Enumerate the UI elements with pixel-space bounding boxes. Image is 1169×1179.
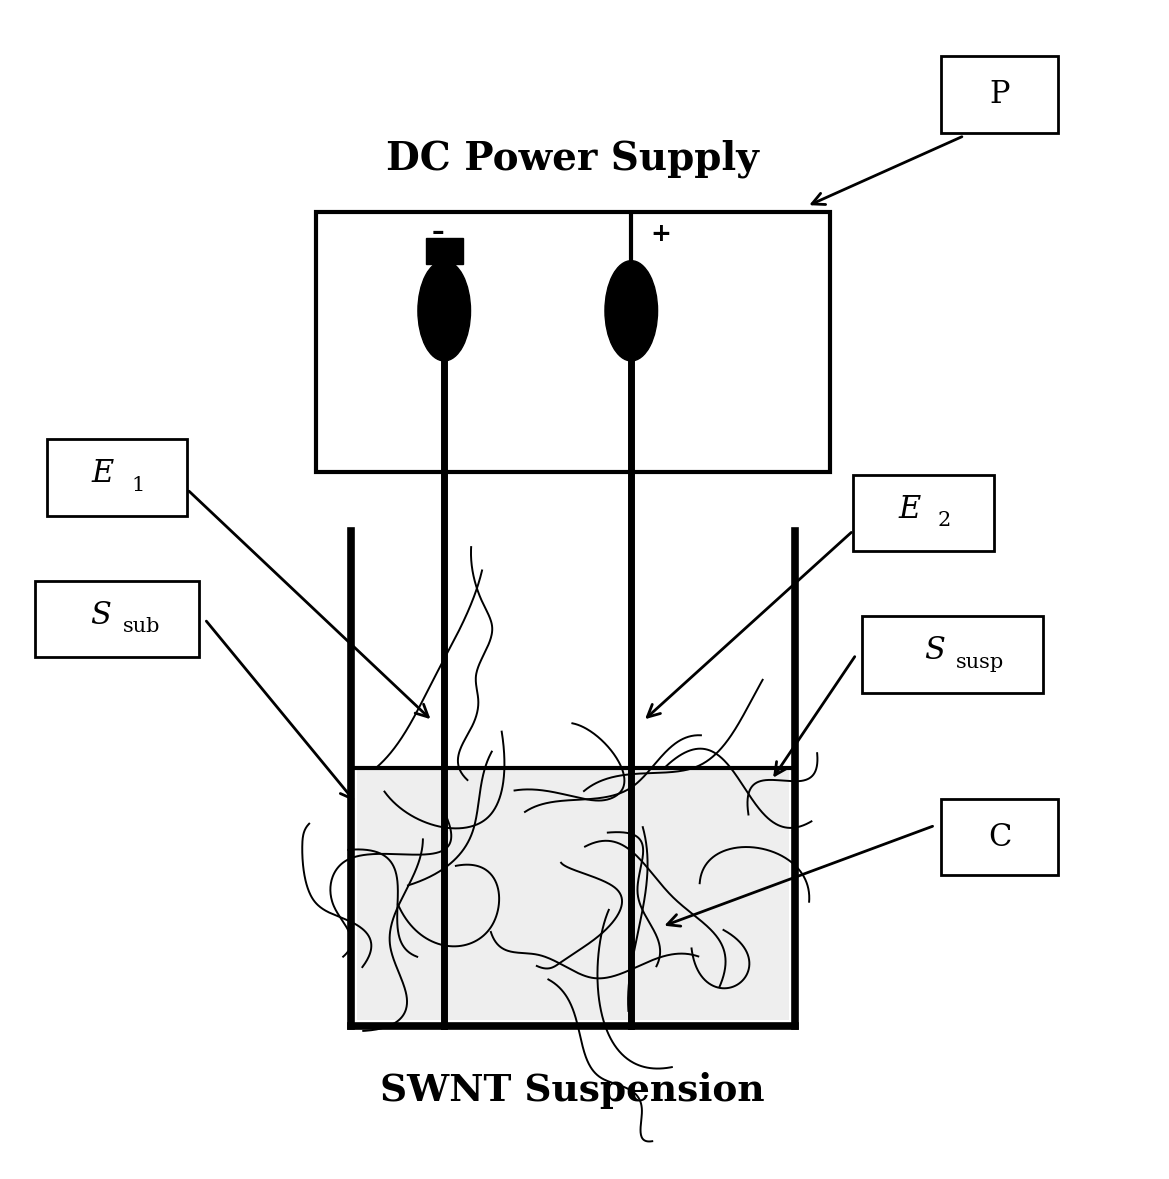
Bar — [941, 55, 1058, 132]
Bar — [941, 799, 1058, 875]
Text: sub: sub — [123, 617, 160, 637]
Text: E: E — [898, 494, 921, 525]
Text: susp: susp — [956, 652, 1004, 672]
Bar — [316, 212, 830, 472]
Text: P: P — [989, 79, 1010, 110]
Ellipse shape — [606, 261, 657, 361]
Text: S: S — [90, 600, 111, 631]
Bar — [426, 238, 463, 264]
Bar — [853, 475, 994, 552]
Text: –: – — [433, 219, 444, 244]
Text: 2: 2 — [938, 511, 952, 531]
Text: C: C — [988, 822, 1011, 852]
Bar — [35, 580, 199, 658]
Text: E: E — [91, 459, 115, 489]
Bar — [862, 615, 1043, 693]
Text: DC Power Supply: DC Power Supply — [387, 140, 759, 178]
Ellipse shape — [419, 261, 470, 361]
Text: +: + — [650, 222, 671, 246]
Text: 1: 1 — [131, 475, 145, 495]
Text: S: S — [925, 635, 945, 666]
Bar — [357, 769, 789, 1020]
Bar — [47, 440, 187, 516]
Text: SWNT Suspension: SWNT Suspension — [380, 1072, 766, 1109]
